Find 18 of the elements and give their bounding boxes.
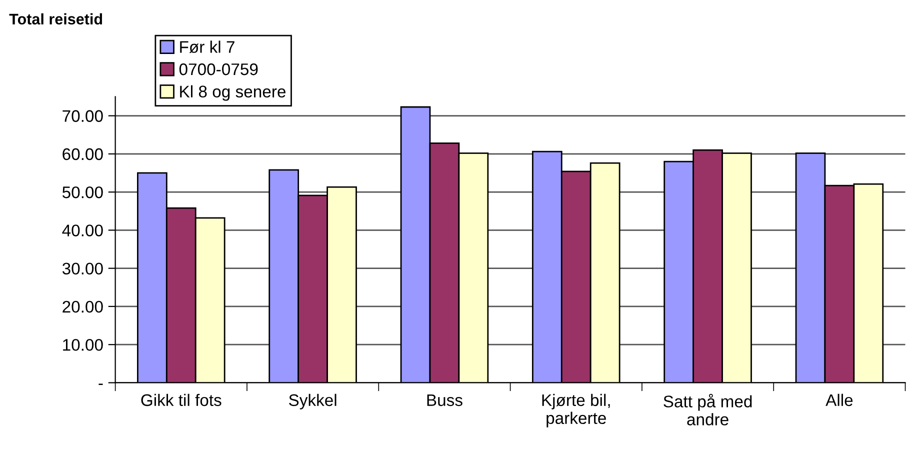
y-tick-label: 30.00 [62, 262, 103, 275]
y-tick-label: - [98, 384, 103, 385]
x-tick-label: Satt på med andre [664, 394, 752, 426]
x-tick-label: Gikk til fots [141, 394, 222, 406]
x-tick-label: Buss [427, 394, 462, 406]
y-tick-label: 60.00 [62, 148, 103, 160]
y-tick-label: 40.00 [62, 224, 103, 236]
x-tick-label: Sykkel [289, 394, 336, 410]
y-tick-label: 10.00 [63, 338, 103, 351]
legend-label: Kl 8 og senere [180, 85, 286, 101]
x-tick-label: Alle [826, 394, 853, 406]
y-tick-label: 50.00 [62, 186, 103, 198]
y-tick-label: 70.00 [62, 110, 103, 122]
x-tick-label: Kjørte bil, parkerte [542, 394, 610, 428]
legend-label: 0700-0759 [179, 63, 258, 76]
y-tick-label: 20.00 [62, 300, 103, 313]
legend-label: Før kl 7 [180, 40, 234, 54]
chart-title: Total reisetid [9, 13, 102, 25]
